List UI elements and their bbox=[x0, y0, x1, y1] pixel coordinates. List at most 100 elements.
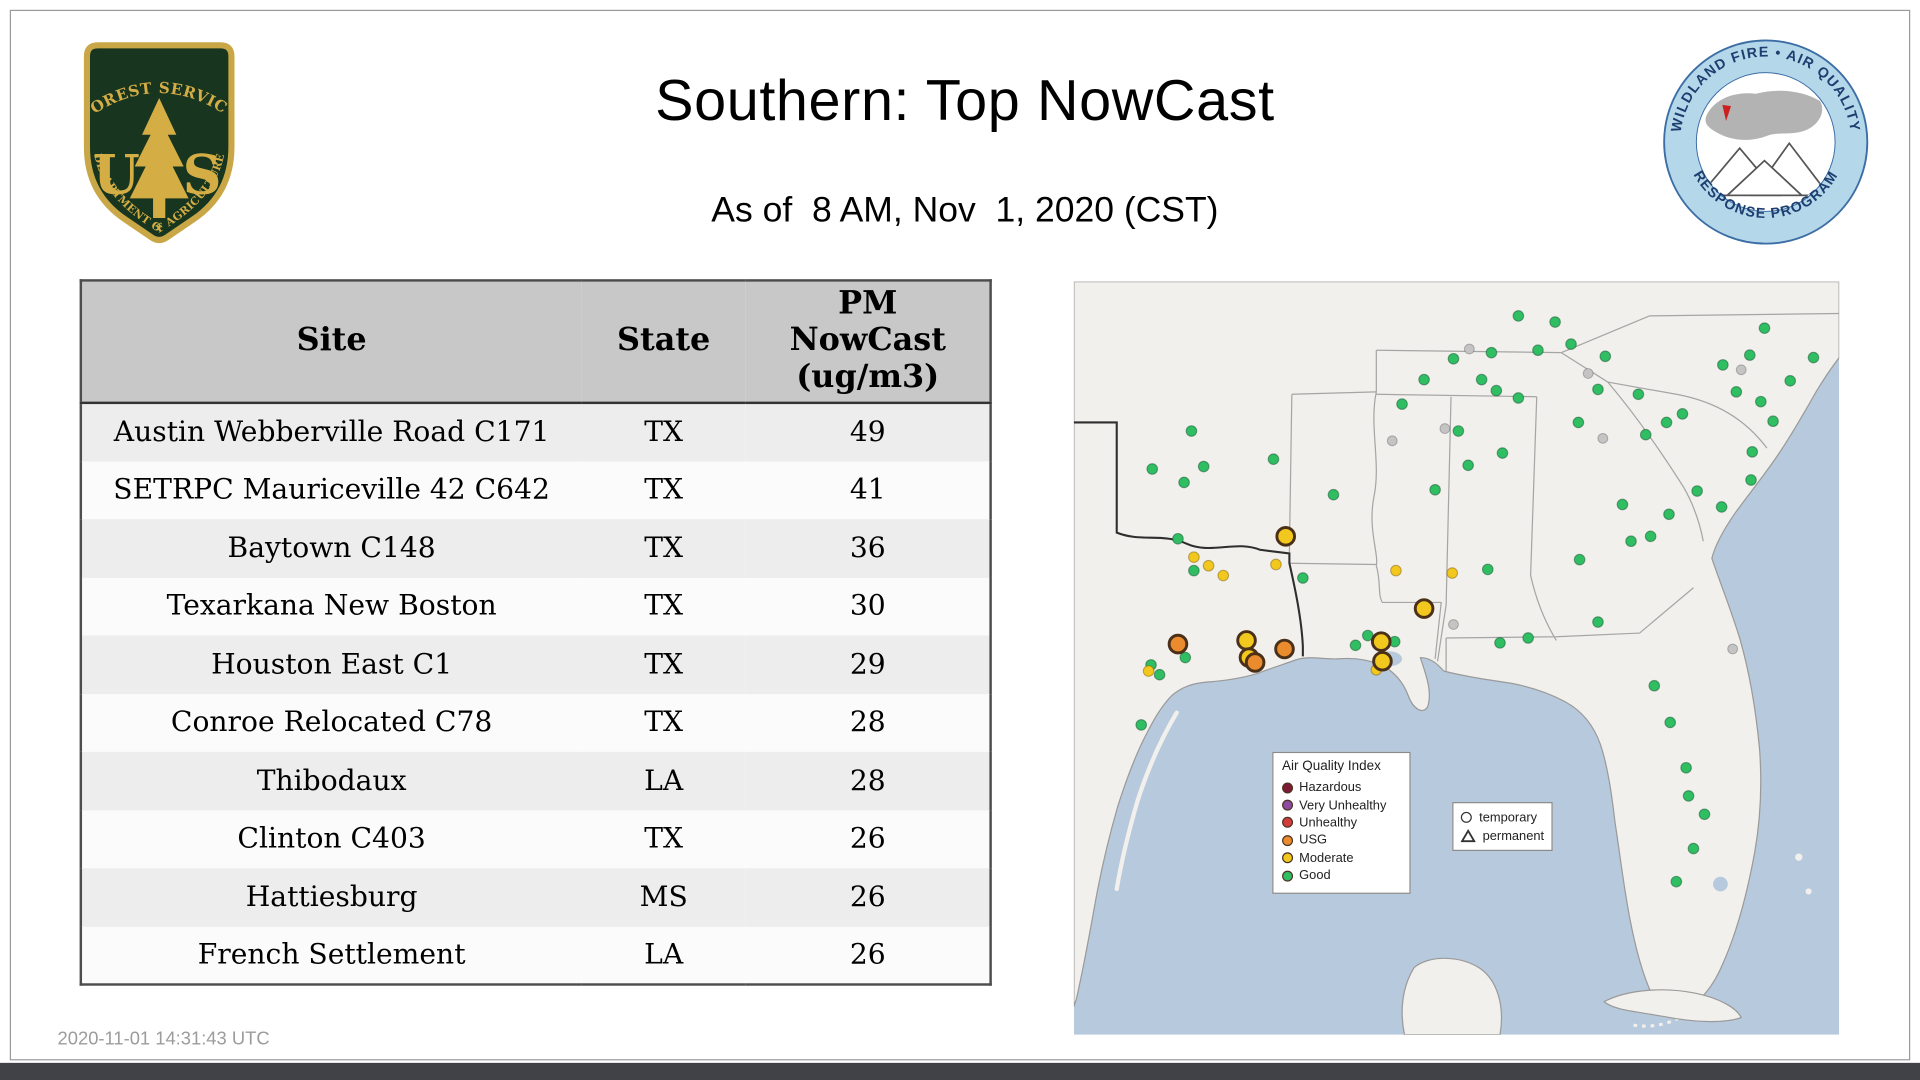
monitor-dot-good bbox=[1745, 474, 1757, 486]
moderate-swatch-icon bbox=[1282, 852, 1294, 864]
state-cell: LA bbox=[644, 765, 684, 797]
monitor-dot-good bbox=[1670, 875, 1683, 888]
monitor-dot-good bbox=[1297, 572, 1309, 584]
monitor-markers-layer bbox=[1135, 310, 1820, 888]
monitor-dot-good bbox=[1717, 359, 1729, 371]
site-cell: Austin Webberville Road C171 bbox=[113, 416, 550, 449]
monitor-dot-large-usg bbox=[1274, 638, 1295, 660]
wfaqrp-logo: WILDLAND FIRE • AIR QUALITY RESPONSE PRO… bbox=[1660, 37, 1871, 254]
pine-tree-icon bbox=[129, 97, 189, 218]
monitor-dot-good bbox=[1565, 338, 1577, 350]
monitor-dot-good bbox=[1625, 535, 1637, 548]
monitor-dot-good bbox=[1676, 408, 1689, 420]
legend-item-usg: USG bbox=[1282, 832, 1401, 850]
monitor-dot-good bbox=[1632, 388, 1645, 401]
fire-location-marker bbox=[1722, 104, 1732, 121]
state-cell: TX bbox=[644, 474, 684, 507]
monitor-dot-good bbox=[1746, 446, 1759, 458]
lake-okeechobee bbox=[1713, 876, 1728, 892]
site-cell: Houston East C1 bbox=[211, 648, 453, 681]
monitor-dot-good bbox=[1599, 350, 1612, 363]
monitor-dot-inactive bbox=[1448, 619, 1459, 630]
value-cell: 29 bbox=[849, 648, 886, 681]
monitor-dot-good bbox=[1512, 310, 1525, 322]
monitor-dot-moderate bbox=[1270, 558, 1282, 571]
very-unhealthy-swatch-icon bbox=[1282, 799, 1294, 811]
monitor-dot-good bbox=[1146, 463, 1159, 475]
monitor-dot-good bbox=[1462, 459, 1474, 472]
table-row: Hattiesburg MS 26 bbox=[80, 868, 991, 927]
monitor-dot-good bbox=[1648, 679, 1661, 692]
monitor-map: Air Quality Index Hazardous Very Unhealt… bbox=[1073, 281, 1840, 1035]
monitor-dot-large-moderate bbox=[1275, 526, 1297, 547]
table-row: Texarkana New Boston TX 30 bbox=[80, 577, 991, 636]
monitor-dot-good bbox=[1396, 398, 1408, 410]
monitor-dot-good bbox=[1512, 392, 1525, 404]
hazardous-swatch-icon bbox=[1282, 782, 1294, 794]
monitor-dot-good bbox=[1687, 842, 1700, 855]
legend-item-temporary: temporary bbox=[1460, 808, 1544, 826]
col-header-pm-nowcast: PM NowCast (ug/m3) bbox=[746, 280, 991, 405]
monitor-dot-moderate bbox=[1142, 665, 1155, 677]
shape-label: permanent bbox=[1482, 828, 1545, 844]
monitor-dot-good bbox=[1549, 316, 1561, 328]
bottom-bar bbox=[0, 1062, 1920, 1080]
table-row: Austin Webberville Road C171 TX 49 bbox=[80, 402, 991, 462]
map-canvas bbox=[1073, 281, 1840, 1035]
cuba-landmass bbox=[1603, 989, 1743, 1023]
monitor-dot-good bbox=[1691, 485, 1703, 497]
monitor-dot-good bbox=[1418, 373, 1430, 386]
monitor-dot-inactive bbox=[1727, 643, 1739, 655]
monitor-dot-good bbox=[1682, 790, 1695, 802]
monitor-dot-good bbox=[1429, 483, 1441, 496]
monitor-dot-good bbox=[1807, 351, 1820, 364]
legend-item-very-unhealthy: Very Unhealthy bbox=[1282, 796, 1401, 814]
monitor-dot-good bbox=[1447, 352, 1460, 365]
monitor-dot-moderate bbox=[1446, 567, 1459, 579]
site-cell: French Settlement bbox=[197, 938, 466, 971]
table-header-row: Site State PM NowCast (ug/m3) bbox=[80, 280, 991, 405]
monitor-dot-good bbox=[1572, 416, 1585, 429]
col-header-site: Site bbox=[80, 280, 582, 405]
legend-label: Very Unhealthy bbox=[1299, 797, 1387, 813]
shape-label: temporary bbox=[1479, 810, 1538, 825]
state-cell: MS bbox=[639, 881, 688, 914]
page-title: Southern: Top NowCast bbox=[655, 67, 1275, 133]
monitor-dot-good bbox=[1573, 553, 1586, 566]
land-southeast-us bbox=[1073, 281, 1840, 1011]
monitor-dot-good bbox=[1267, 453, 1280, 466]
monitor-dot-good bbox=[1743, 349, 1756, 361]
table-row: SETRPC Mauriceville 42 C642 TX 41 bbox=[80, 461, 991, 520]
page-border-frame bbox=[9, 9, 1911, 1061]
good-swatch-icon bbox=[1282, 870, 1294, 882]
monitor-dot-good bbox=[1532, 344, 1544, 357]
legend-label: Good bbox=[1299, 868, 1331, 884]
monitor-dot-good bbox=[1715, 501, 1728, 513]
legend-item-moderate: Moderate bbox=[1282, 849, 1401, 867]
value-cell: 28 bbox=[849, 706, 886, 739]
table-row: Conroe Relocated C78 TX 28 bbox=[80, 693, 991, 752]
legend-item-unhealthy: Unhealthy bbox=[1282, 814, 1401, 832]
nowcast-table: Site State PM NowCast (ug/m3) Austin Web… bbox=[79, 279, 992, 986]
nowcast-table-body: Austin Webberville Road C171 TX 49 SETRPC … bbox=[80, 402, 991, 985]
monitor-dot-good bbox=[1664, 716, 1677, 729]
legend-label: Unhealthy bbox=[1299, 815, 1358, 831]
monitor-dot-inactive bbox=[1386, 435, 1398, 447]
monitor-dot-large-moderate bbox=[1372, 650, 1393, 672]
state-cell: TX bbox=[644, 590, 684, 623]
monitor-dot-large-moderate bbox=[1236, 630, 1257, 651]
monitor-dot-good bbox=[1592, 383, 1604, 396]
monitor-dot-moderate bbox=[1217, 569, 1230, 582]
generated-timestamp: 2020-11-01 14:31:43 UTC bbox=[57, 1028, 270, 1050]
monitor-dot-large-moderate bbox=[1370, 631, 1392, 652]
value-cell: 26 bbox=[849, 823, 886, 856]
monitor-dot-large-moderate bbox=[1413, 598, 1435, 619]
state-cell: TX bbox=[644, 823, 684, 856]
table-row: Thibodaux LA 28 bbox=[80, 751, 991, 811]
mountains-icon bbox=[1698, 141, 1831, 197]
table-row: Clinton C403 TX 26 bbox=[80, 810, 991, 869]
legend-item-good: Good bbox=[1282, 867, 1401, 885]
aqi-legend-title: Air Quality Index bbox=[1282, 759, 1381, 774]
monitor-dot-good bbox=[1730, 386, 1743, 398]
monitor-dot-good bbox=[1592, 616, 1604, 628]
